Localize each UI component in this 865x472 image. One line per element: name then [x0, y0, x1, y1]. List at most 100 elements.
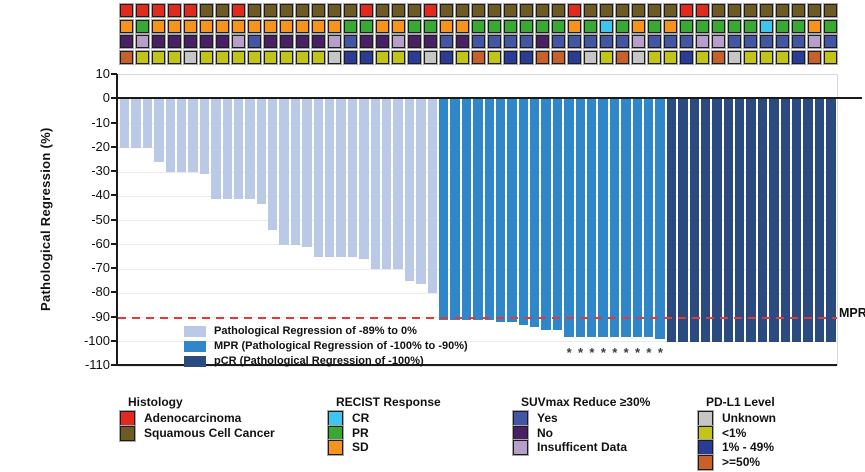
annotation-square-unknown	[423, 49, 438, 65]
y-tick-mark	[111, 315, 117, 318]
annotation-square-adeno	[679, 3, 694, 18]
annotation-square-lt1	[823, 49, 838, 65]
annotation-square-adeno	[151, 3, 166, 18]
significance-asterisk: *	[566, 345, 572, 360]
y-tick-label: -80	[91, 284, 110, 300]
annotation-square-no	[359, 34, 374, 49]
bar	[268, 99, 278, 231]
annotation-square-adeno	[167, 3, 182, 18]
annotation-square-sd	[631, 18, 646, 34]
annotation-square-yes	[471, 34, 486, 49]
annotation-square-squam	[599, 3, 614, 18]
track-cell-strip	[119, 18, 838, 34]
bar	[416, 99, 426, 284]
bar	[541, 99, 551, 330]
annotation-square-squam	[759, 3, 774, 18]
annotation-square-insuf	[807, 34, 822, 49]
annotation-square-sd	[295, 18, 310, 34]
annotation-square-adeno	[135, 3, 150, 18]
annotation-square-adeno	[231, 3, 246, 18]
legend-label: Pathological Regression of -89% to 0%	[214, 325, 417, 337]
bar	[199, 99, 210, 175]
mpr-threshold-label: MPR	[839, 306, 865, 320]
annotation-square-ge50	[615, 49, 630, 65]
legend-label: MPR (Pathological Regression of -100% to…	[214, 340, 468, 352]
annotation-square-squam	[199, 3, 214, 18]
annotation-square-yes	[599, 34, 614, 49]
legend-group-title: RECIST Response	[336, 395, 441, 409]
legend-label: pCR (Pathological Regression of -100%)	[214, 355, 424, 367]
plot-legend-row: Pathological Regression of -89% to 0%	[184, 325, 417, 337]
annotation-square-b1to49	[519, 49, 534, 65]
annotation-square-lt1	[279, 49, 294, 65]
annotation-square-no	[311, 34, 326, 49]
bar	[450, 99, 460, 320]
annotation-square-squam	[727, 3, 742, 18]
legend-swatch	[119, 410, 136, 427]
annotation-square-b1to49	[359, 49, 374, 65]
legend-item-label: Squamous Cell Cancer	[144, 425, 275, 440]
annotation-square-no	[119, 34, 134, 49]
annotation-square-insuf	[711, 34, 726, 49]
bar	[233, 99, 244, 199]
legend-group-title: Histology	[128, 395, 183, 409]
bar	[792, 99, 802, 342]
annotation-square-lt1	[375, 49, 390, 65]
annotation-square-lt1	[295, 49, 310, 65]
bar	[222, 99, 232, 199]
annotation-square-yes	[615, 34, 630, 49]
bar-series	[120, 99, 836, 342]
legend-item-label: CR	[352, 411, 370, 425]
legend-group-title: PD-L1 Level	[706, 395, 775, 409]
annotation-square-pr	[823, 18, 838, 34]
annotation-square-lt1	[167, 49, 182, 65]
significance-asterisk: *	[578, 345, 584, 360]
annotation-square-squam	[311, 3, 326, 18]
annotation-square-sd	[183, 18, 198, 34]
annotation-square-squam	[263, 3, 278, 18]
y-axis-spine	[116, 74, 118, 365]
annotation-square-lt1	[663, 49, 678, 65]
bar	[142, 99, 153, 148]
annotation-square-squam	[247, 3, 262, 18]
annotation-square-sd	[247, 18, 262, 34]
annotation-square-sd	[263, 18, 278, 34]
bar	[473, 99, 483, 320]
bar	[404, 99, 415, 282]
y-tick-mark	[111, 339, 117, 342]
annotation-square-b1to49	[439, 49, 454, 65]
plot-legend-row: pCR (Pathological Regression of -100%)	[184, 355, 424, 367]
y-tick-label: -50	[91, 211, 110, 227]
annotation-square-ge50	[535, 49, 550, 65]
annotation-square-sd	[375, 18, 390, 34]
y-tick-label: -40	[91, 187, 110, 203]
annotation-square-lt1	[455, 49, 470, 65]
y-tick-label: -10	[91, 114, 110, 130]
annotation-square-lt1	[247, 49, 262, 65]
annotation-square-lt1	[759, 49, 774, 65]
y-tick-mark	[111, 242, 117, 245]
annotation-square-lt1	[391, 49, 406, 65]
bar	[313, 99, 324, 257]
legend-swatch	[512, 424, 529, 442]
annotation-square-lt1	[487, 49, 502, 65]
annotation-square-pr	[791, 18, 806, 34]
annotation-square-lt1	[695, 49, 710, 65]
bar	[438, 99, 449, 320]
y-tick-mark	[111, 73, 117, 75]
bar	[176, 99, 187, 172]
zero-baseline	[118, 97, 862, 100]
annotation-square-unknown	[583, 49, 598, 65]
annotation-square-b1to49	[679, 49, 694, 65]
significance-asterisk: *	[600, 345, 606, 360]
track-cell-strip	[119, 49, 838, 65]
annotation-square-yes	[551, 34, 566, 49]
annotation-square-sd	[567, 18, 582, 34]
annotation-square-squam	[327, 3, 342, 18]
annotation-square-insuf	[327, 34, 342, 49]
annotation-square-cr	[759, 18, 774, 34]
gridline	[118, 341, 837, 343]
legend-swatch	[512, 439, 529, 457]
annotation-square-lt1	[135, 49, 150, 65]
